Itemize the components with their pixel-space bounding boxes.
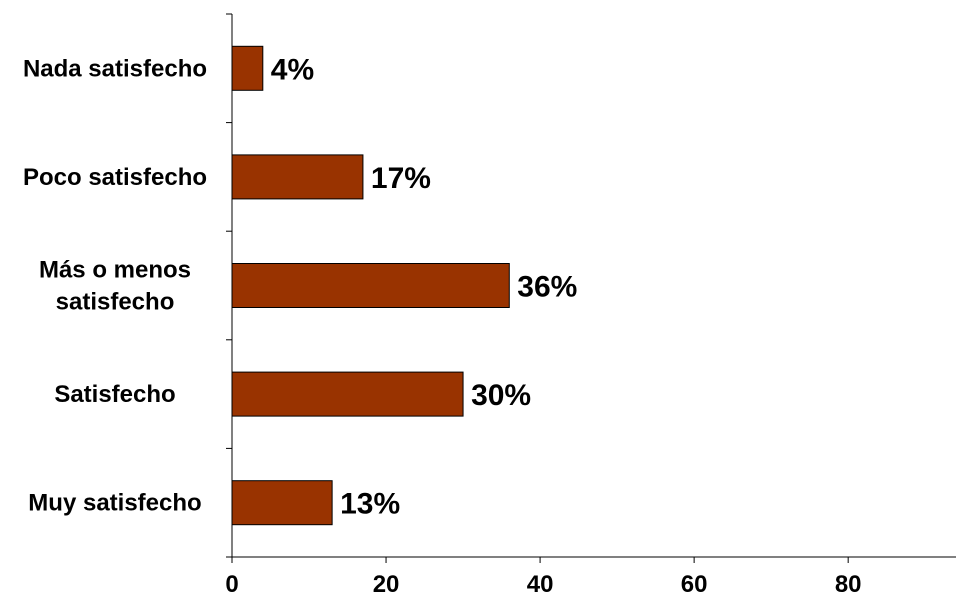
category-label: Satisfecho xyxy=(54,381,175,408)
category-label: Poco satisfecho xyxy=(23,164,207,191)
bar-value-label: 30% xyxy=(471,379,531,412)
category-label: Más o menos satisfecho xyxy=(39,257,191,316)
bar-value-label: 13% xyxy=(340,488,400,521)
category-label: Muy satisfecho xyxy=(28,490,201,517)
x-tick-label: 80 xyxy=(835,571,862,598)
x-tick-label: 20 xyxy=(373,571,400,598)
bar-value-label: 36% xyxy=(517,271,577,304)
labels-layer: 4% Nada satisfecho 17% Poco satisfecho 36% Má… xyxy=(23,53,577,520)
category-label-line: satisfecho xyxy=(56,289,175,316)
x-tick-label: 0 xyxy=(225,571,238,598)
category-label-line: Muy satisfecho xyxy=(28,490,201,517)
category-label-line: Más o menos xyxy=(39,257,191,284)
bar xyxy=(231,45,264,91)
x-tick-label: 40 xyxy=(527,571,554,598)
bar xyxy=(231,371,464,417)
category-label-line: Nada satisfecho xyxy=(23,55,207,82)
bar xyxy=(231,263,510,308)
bar-value-label: 4% xyxy=(271,53,314,86)
bars-layer xyxy=(231,45,510,526)
bar xyxy=(231,480,333,526)
bar-value-label: 17% xyxy=(371,162,431,195)
x-tick-label: 60 xyxy=(681,571,708,598)
bar xyxy=(231,154,364,200)
axes-layer: 0 20 40 60 80 xyxy=(225,13,956,598)
category-label: Nada satisfecho xyxy=(23,55,207,82)
category-label-line: Satisfecho xyxy=(54,381,175,408)
category-label-line: Poco satisfecho xyxy=(23,164,207,191)
